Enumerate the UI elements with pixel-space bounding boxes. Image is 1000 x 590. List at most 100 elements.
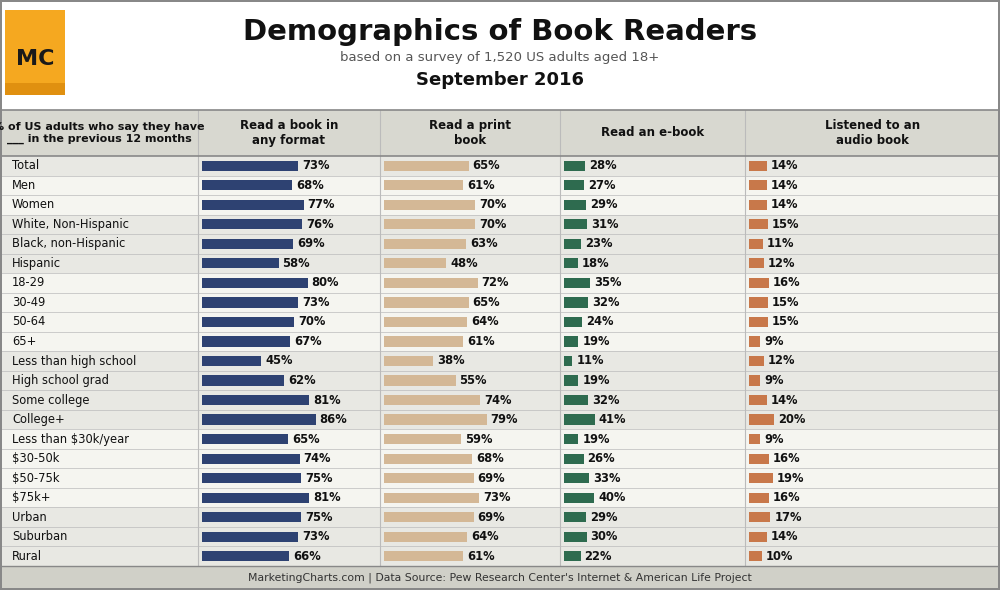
Bar xyxy=(749,493,769,503)
Text: 19%: 19% xyxy=(582,432,610,445)
Text: 70%: 70% xyxy=(479,218,506,231)
Text: 65+: 65+ xyxy=(12,335,36,348)
Bar xyxy=(202,297,298,307)
Text: 69%: 69% xyxy=(478,471,505,484)
Text: 70%: 70% xyxy=(479,198,506,211)
Text: 80%: 80% xyxy=(312,276,339,290)
Bar xyxy=(384,473,474,483)
Text: 33%: 33% xyxy=(593,471,620,484)
Text: 74%: 74% xyxy=(484,394,512,407)
Bar xyxy=(0,527,1000,546)
Bar xyxy=(564,258,578,268)
Bar xyxy=(202,512,301,522)
Text: 59%: 59% xyxy=(465,432,492,445)
Text: 24%: 24% xyxy=(586,316,614,329)
Text: 50-64: 50-64 xyxy=(12,316,45,329)
Text: 38%: 38% xyxy=(437,355,465,368)
Bar xyxy=(0,430,1000,449)
Text: $30-50k: $30-50k xyxy=(12,452,59,465)
Bar xyxy=(564,473,589,483)
Text: White, Non-Hispanic: White, Non-Hispanic xyxy=(12,218,129,231)
Bar xyxy=(564,415,595,425)
Bar xyxy=(0,332,1000,351)
Text: 26%: 26% xyxy=(588,452,615,465)
Bar xyxy=(384,551,463,561)
Text: 77%: 77% xyxy=(308,198,335,211)
Bar xyxy=(202,551,289,561)
Text: 11%: 11% xyxy=(767,237,794,250)
Text: 67%: 67% xyxy=(294,335,322,348)
Bar xyxy=(384,434,461,444)
Bar xyxy=(564,317,582,327)
Bar xyxy=(564,180,584,191)
Text: High school grad: High school grad xyxy=(12,374,109,387)
Text: 9%: 9% xyxy=(764,374,784,387)
Bar xyxy=(0,215,1000,234)
Bar xyxy=(0,254,1000,273)
Bar xyxy=(384,375,456,386)
Bar xyxy=(202,454,300,464)
Bar xyxy=(202,219,302,230)
Bar xyxy=(0,234,1000,254)
Bar xyxy=(749,160,767,171)
Bar xyxy=(202,532,298,542)
Bar xyxy=(749,219,768,230)
Text: 30%: 30% xyxy=(590,530,618,543)
Text: 75%: 75% xyxy=(305,471,332,484)
Text: 14%: 14% xyxy=(770,179,798,192)
Text: 32%: 32% xyxy=(592,296,620,309)
Bar xyxy=(384,415,487,425)
Bar xyxy=(0,588,1000,590)
Bar xyxy=(0,273,1000,293)
Text: College+: College+ xyxy=(12,413,65,426)
Text: $75k+: $75k+ xyxy=(12,491,50,504)
Text: 79%: 79% xyxy=(491,413,518,426)
Text: 9%: 9% xyxy=(764,335,784,348)
Text: 18%: 18% xyxy=(582,257,609,270)
Text: based on a survey of 1,520 US adults aged 18+: based on a survey of 1,520 US adults age… xyxy=(340,51,660,64)
Text: 35%: 35% xyxy=(594,276,622,290)
Bar xyxy=(202,356,261,366)
Text: Total: Total xyxy=(12,159,39,172)
Bar xyxy=(202,415,316,425)
Text: Read a book in
any format: Read a book in any format xyxy=(240,119,338,147)
Bar xyxy=(384,297,468,307)
Bar xyxy=(0,488,1000,507)
Bar xyxy=(384,395,480,405)
Text: 15%: 15% xyxy=(772,316,799,329)
Bar xyxy=(5,83,65,95)
Text: 17%: 17% xyxy=(774,511,802,524)
Bar xyxy=(564,532,586,542)
Text: 28%: 28% xyxy=(589,159,617,172)
Bar xyxy=(998,0,1000,590)
Bar xyxy=(0,0,1000,110)
Bar xyxy=(384,317,467,327)
Bar xyxy=(384,180,463,191)
Bar xyxy=(0,410,1000,430)
Bar xyxy=(749,336,760,346)
Bar xyxy=(384,356,433,366)
Bar xyxy=(202,278,308,288)
Bar xyxy=(0,312,1000,332)
Text: 14%: 14% xyxy=(770,530,798,543)
Bar xyxy=(564,434,578,444)
Text: 29%: 29% xyxy=(590,198,617,211)
Bar xyxy=(0,468,1000,488)
Bar xyxy=(564,512,586,522)
Text: 74%: 74% xyxy=(304,452,331,465)
Text: 19%: 19% xyxy=(777,471,804,484)
Text: 14%: 14% xyxy=(770,159,798,172)
Text: 22%: 22% xyxy=(584,550,612,563)
Bar xyxy=(749,415,774,425)
Bar xyxy=(749,512,770,522)
Text: 16%: 16% xyxy=(773,491,801,504)
Bar xyxy=(564,356,572,366)
Bar xyxy=(749,317,768,327)
Bar xyxy=(202,258,279,268)
Text: 73%: 73% xyxy=(302,159,330,172)
Text: Less than high school: Less than high school xyxy=(12,355,136,368)
Bar xyxy=(564,375,578,386)
Text: 64%: 64% xyxy=(471,530,499,543)
Bar xyxy=(564,493,594,503)
Bar xyxy=(384,532,467,542)
